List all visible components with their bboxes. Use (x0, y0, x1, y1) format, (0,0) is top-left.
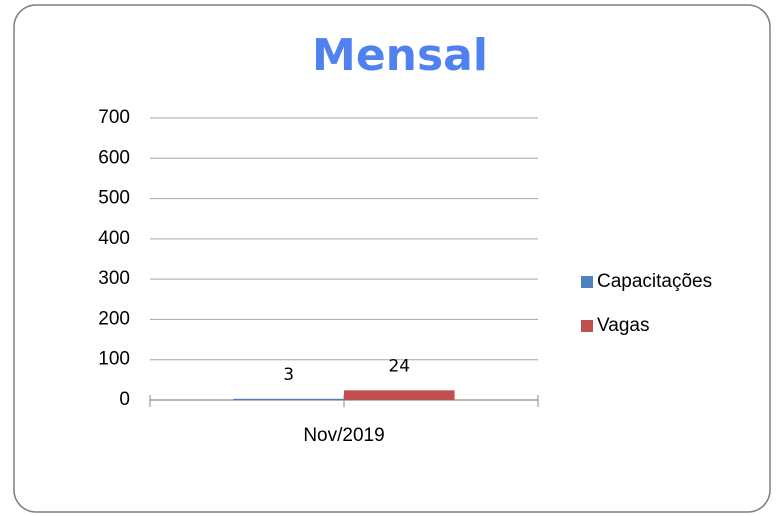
data-label: 3 (283, 365, 294, 385)
y-tick-label: 300 (98, 268, 130, 289)
y-tick-label: 400 (98, 228, 130, 249)
data-label: 24 (388, 356, 410, 376)
y-tick-label: 0 (119, 389, 130, 410)
x-tick-label: Nov/2019 (303, 425, 384, 446)
y-tick-label: 500 (98, 188, 130, 209)
y-tick-label: 700 (98, 107, 130, 128)
chart-title: Mensal (312, 30, 488, 81)
bar (233, 398, 344, 400)
bar (344, 390, 455, 400)
legend-swatch (581, 276, 593, 288)
legend-label: Vagas (597, 315, 649, 336)
y-tick-label: 100 (98, 349, 130, 370)
legend-swatch (581, 320, 593, 332)
y-tick-label: 600 (98, 147, 130, 168)
legend-label: Capacitações (597, 271, 712, 292)
y-tick-label: 200 (98, 308, 130, 329)
chart-frame (13, 4, 771, 513)
